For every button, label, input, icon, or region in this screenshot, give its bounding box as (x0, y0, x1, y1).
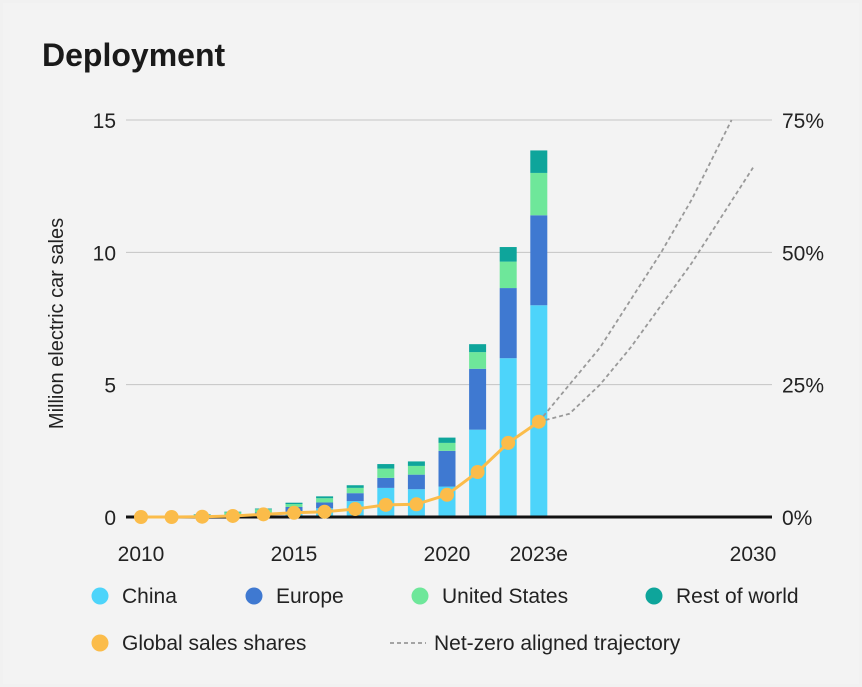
legend-label: Rest of world (676, 585, 799, 608)
x-tick-label: 2030 (730, 543, 777, 566)
bar-rest-of-world (530, 150, 548, 173)
sales-share-point (440, 487, 454, 502)
sales-share-point (348, 502, 363, 517)
bar-europe (469, 368, 487, 430)
sales-share-point (256, 507, 271, 522)
bar-rest-of-world (377, 464, 395, 469)
y-tick-label: 0 (104, 507, 116, 530)
bar-china (530, 305, 548, 517)
bar-united-states (285, 504, 303, 507)
sales-share-point (409, 497, 424, 512)
sales-share-point (378, 497, 393, 512)
bar-europe (438, 450, 456, 487)
bar-europe (346, 493, 364, 502)
trajectory-line-upper (538, 119, 733, 423)
legend-label: Net-zero aligned trajectory (434, 632, 681, 655)
y-tick-label: 5 (104, 375, 116, 398)
x-tick-label: 2015 (271, 543, 318, 566)
legend-label: United States (442, 585, 568, 608)
y2-tick-label: 75% (782, 110, 824, 133)
sales-share-point (134, 510, 148, 524)
sales-share-point (470, 465, 485, 480)
chart-title: Deployment (42, 37, 226, 73)
bar-rest-of-world (438, 437, 456, 443)
bar-united-states (346, 487, 364, 494)
sales-share-point (287, 505, 301, 520)
x-tick-label: 2010 (118, 543, 165, 566)
x-tick-label: 2023e (510, 543, 568, 566)
bar-united-states (438, 442, 456, 451)
sales-share-point (531, 414, 546, 429)
sales-share-point (317, 504, 332, 519)
bar-rest-of-world (285, 502, 303, 505)
y-tick-label: 10 (93, 242, 116, 265)
y2-tick-label: 25% (782, 375, 824, 398)
legend-marker-rest-of-world (645, 587, 663, 605)
y2-tick-label: 0% (782, 507, 812, 530)
legend-label: Global sales shares (122, 632, 306, 655)
bar-united-states (469, 352, 487, 369)
bar-rest-of-world (499, 247, 517, 262)
legend-marker-europe (245, 587, 263, 605)
bar-rest-of-world (469, 344, 487, 353)
bar-rest-of-world (346, 485, 364, 488)
bar-united-states (377, 468, 395, 478)
bar-united-states (316, 498, 334, 503)
bar-rest-of-world (316, 496, 334, 499)
sales-share-point (195, 509, 210, 524)
bar-rest-of-world (407, 461, 425, 466)
bar-united-states (499, 261, 517, 289)
x-tick-label: 2020 (424, 543, 471, 566)
bar-europe (407, 474, 425, 490)
trajectory-line-lower (538, 167, 754, 423)
bar-europe (377, 477, 395, 488)
legend-marker-china (91, 587, 109, 605)
legend-label: Europe (276, 585, 344, 608)
sales-share-point (225, 508, 240, 523)
y2-tick-label: 50% (782, 242, 824, 265)
bar-europe (499, 288, 517, 359)
chart-panel (3, 3, 859, 684)
legend-marker-united-states (411, 587, 429, 605)
legend-label: China (122, 585, 177, 608)
sales-share-point (164, 510, 179, 524)
bar-europe (530, 215, 548, 306)
y-axis-title: Million electric car sales (46, 218, 68, 429)
legend-marker-global-sales-shares (91, 634, 109, 652)
bar-united-states (530, 172, 548, 216)
bar-united-states (407, 465, 425, 475)
y-tick-label: 15 (93, 110, 116, 133)
sales-share-point (501, 435, 516, 450)
